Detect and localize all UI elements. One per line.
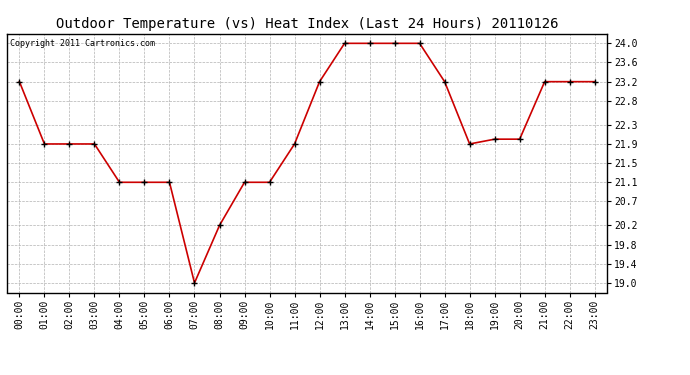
Title: Outdoor Temperature (vs) Heat Index (Last 24 Hours) 20110126: Outdoor Temperature (vs) Heat Index (Las… [56,17,558,31]
Text: Copyright 2011 Cartronics.com: Copyright 2011 Cartronics.com [10,39,155,48]
